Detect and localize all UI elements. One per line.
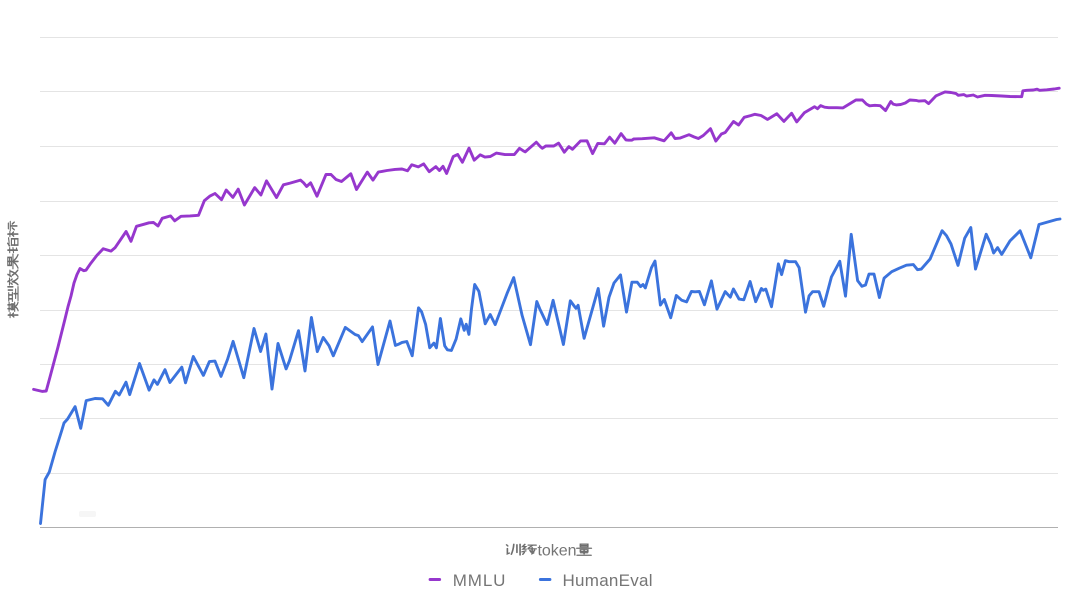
svg-text:MMLU: MMLU xyxy=(453,571,506,590)
svg-text:HumanEval: HumanEval xyxy=(563,571,653,590)
svg-text:token: token xyxy=(538,542,577,559)
